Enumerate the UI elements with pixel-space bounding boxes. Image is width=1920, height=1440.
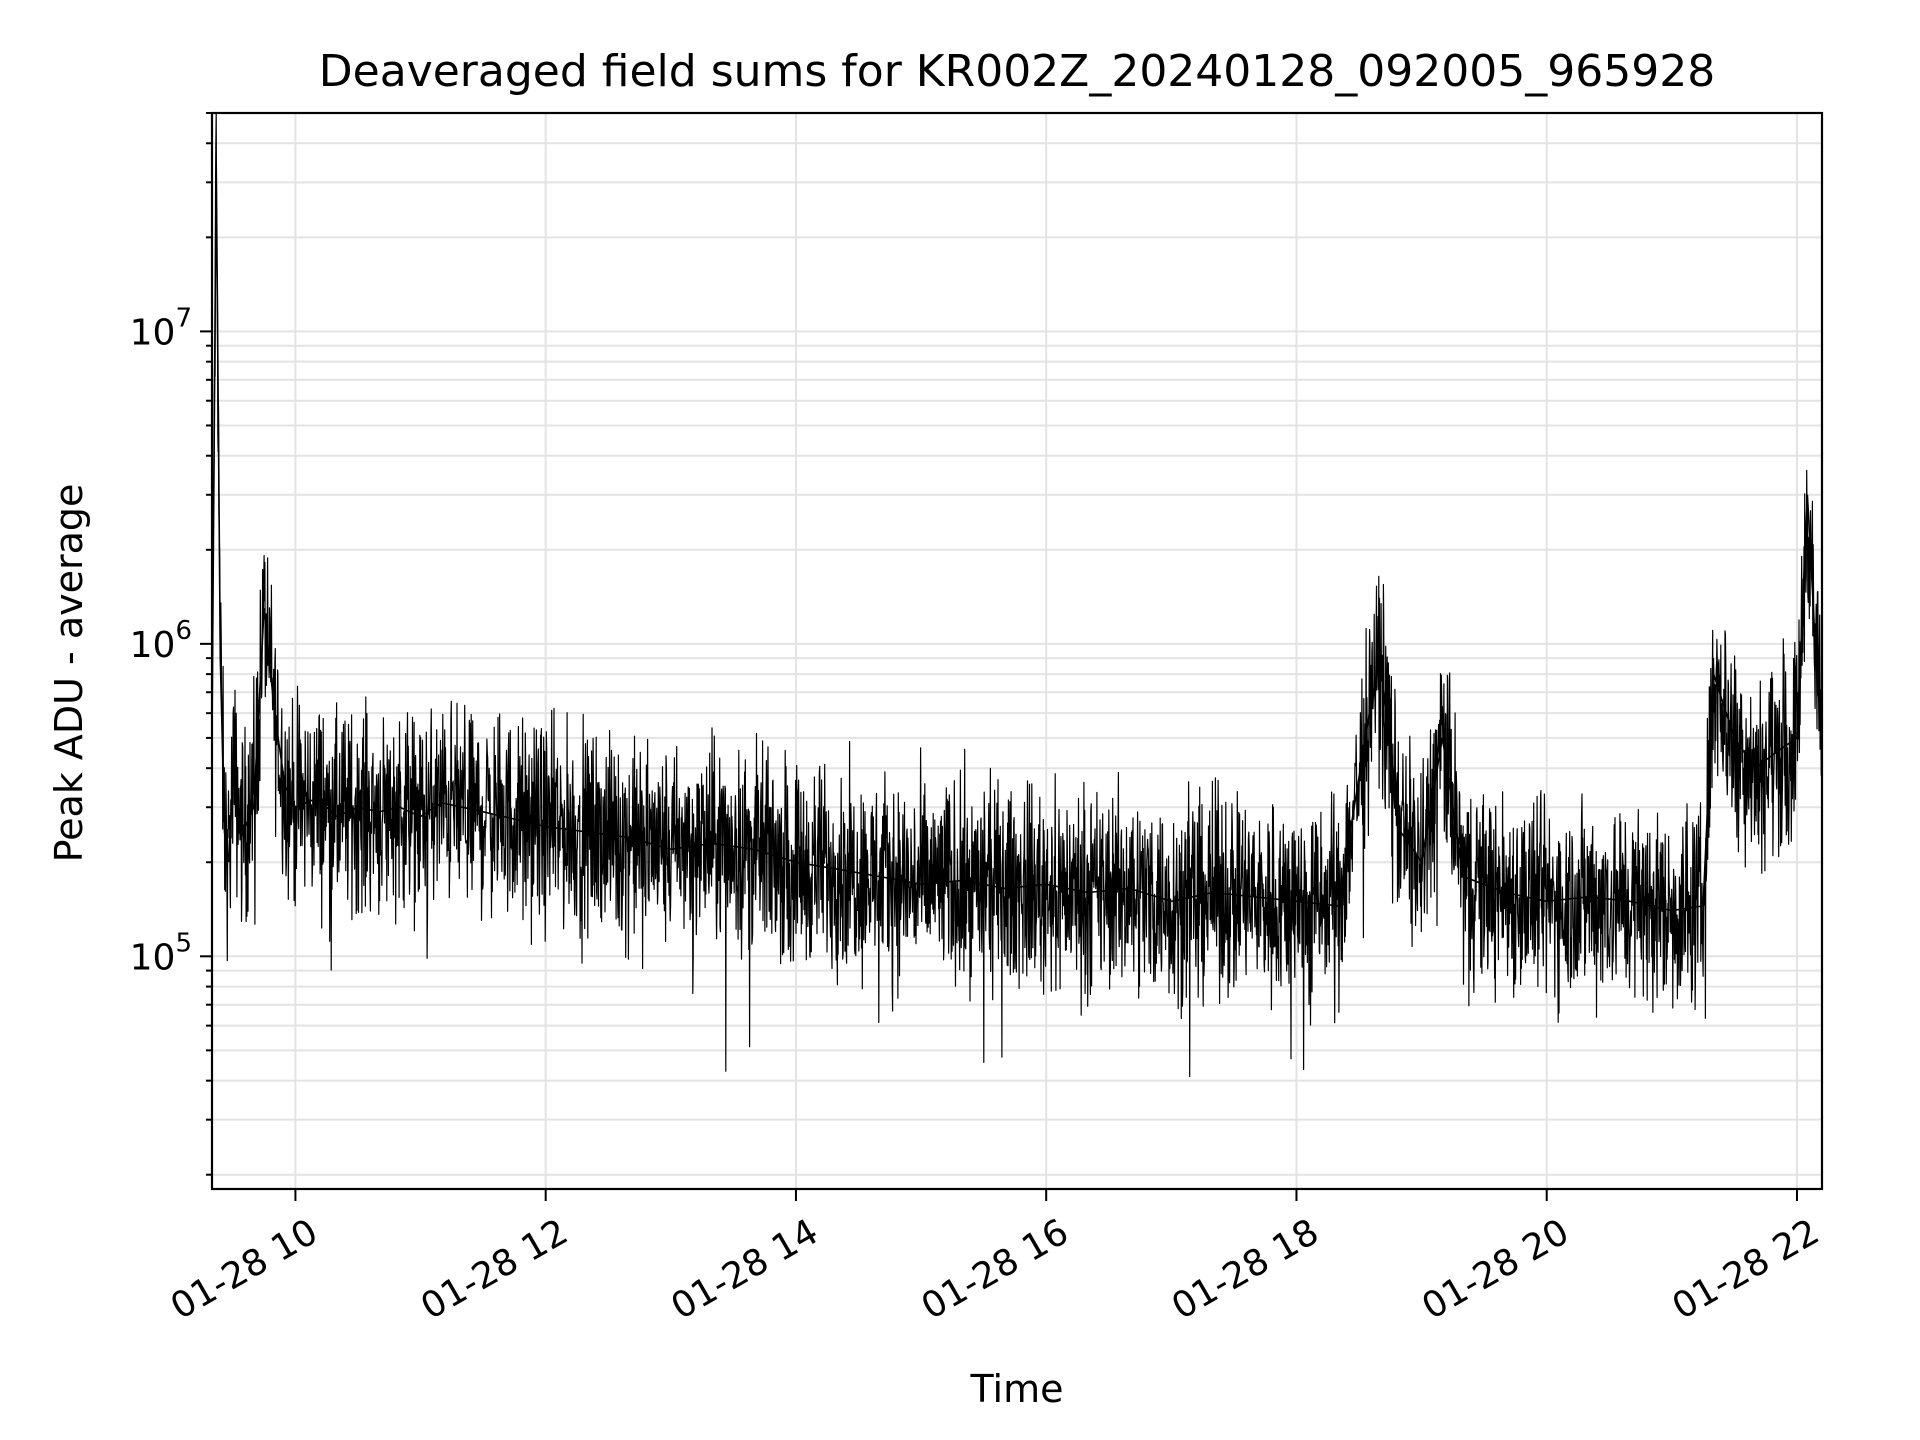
chart-title: Deaveraged field sums for KR002Z_2024012…: [319, 46, 1715, 97]
plot-frame: [210, 111, 1824, 1191]
y-tick-exponent: 6: [175, 616, 192, 646]
x-tick-label: 01-28 20: [1415, 1211, 1576, 1327]
x-tick-label: 01-28 14: [665, 1211, 826, 1327]
y-tick-base: 10: [130, 625, 176, 666]
series-line-noise: [211, 112, 1823, 1078]
y-tick-exponent: 5: [175, 928, 192, 958]
y-tick-label: 105: [130, 928, 192, 978]
y-tick-exponent: 7: [175, 303, 192, 333]
x-tick-label: 01-28 10: [164, 1211, 325, 1327]
y-axis-label: Peak ADU - average: [47, 484, 91, 863]
y-tick-base: 10: [130, 312, 176, 353]
series-layer: [211, 112, 1823, 1078]
y-tick-label: 106: [130, 616, 192, 666]
y-tick-base: 10: [130, 937, 176, 978]
x-axis-label: Time: [970, 1367, 1064, 1411]
grid-layer: [212, 112, 1822, 1189]
x-tick-label: 01-28 18: [1165, 1211, 1326, 1327]
tick-layer: 01-28 10 01-28 12 01-28 14 01-28 16 01-28 18…: [130, 112, 1827, 1328]
x-tick-label: 01-28 22: [1666, 1211, 1827, 1327]
y-tick-label: 107: [130, 303, 192, 353]
series-line: [211, 161, 1823, 912]
x-tick-label: 01-28 12: [414, 1211, 575, 1327]
x-tick-label: 01-28 16: [915, 1211, 1076, 1327]
